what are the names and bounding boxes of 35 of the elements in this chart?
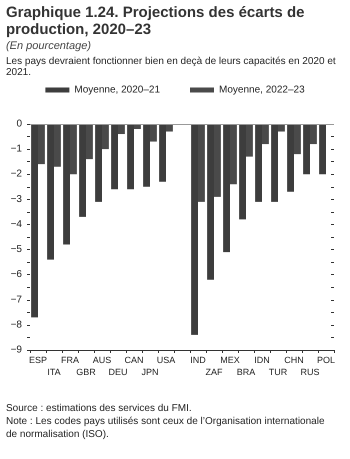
x-tick-label: IDN xyxy=(254,355,270,365)
y-tick-label: −6 xyxy=(10,269,22,280)
x-tick-label: ESP xyxy=(28,355,48,365)
y-tick-label: −3 xyxy=(10,194,22,205)
x-tick-label: CAN xyxy=(124,355,144,365)
x-tick-label: AUS xyxy=(92,355,112,365)
y-tick-label: −2 xyxy=(10,168,22,180)
y-tick-label: −4 xyxy=(10,218,22,230)
x-tick-label: JPN xyxy=(141,367,159,377)
y-tick-label: −1 xyxy=(10,144,22,155)
x-tick-label: ITA xyxy=(47,367,61,377)
x-tick-label: DEU xyxy=(108,367,128,377)
text: Note : Les codes pays utilisés sont ceux de l’Organisation internationale de normalisation (ISO). xyxy=(6,415,326,441)
text: Les pays devraient fonctionner bien en deçà de leurs capacités en 2020 et 2021. xyxy=(6,56,337,78)
chart-title: Graphique 1.24. Projections des écarts de production, 2020–23 xyxy=(6,4,306,38)
x-tick-label: BRA xyxy=(236,367,256,377)
legend-label: Moyenne, 2022–23 xyxy=(219,84,306,96)
x-tick-label: POL xyxy=(316,355,336,365)
x-tick-label: USA xyxy=(156,355,176,365)
x-tick-label: MEX xyxy=(220,355,240,365)
source-note: Source : estimations des services du FMI. xyxy=(6,402,193,415)
chart-subtitle: (En pourcentage) xyxy=(6,40,91,52)
x-tick-label: TUR xyxy=(268,367,288,377)
x-tick-label: CHN xyxy=(284,355,304,365)
x-tick-label: ZAF xyxy=(206,367,223,377)
x-tick-label: FRA xyxy=(61,355,79,365)
y-tick-label: −7 xyxy=(10,294,22,306)
x-tick-label: IND xyxy=(190,355,206,365)
x-tick-label: RUS xyxy=(300,367,320,377)
y-tick-label: −8 xyxy=(10,319,22,330)
y-tick-label: −9 xyxy=(10,344,22,356)
x-tick-label: GBR xyxy=(76,367,96,377)
legend-label: Moyenne, 2020–21 xyxy=(74,84,160,96)
y-tick-label: −5 xyxy=(10,244,22,256)
y-tick-label: 0 xyxy=(16,118,22,130)
